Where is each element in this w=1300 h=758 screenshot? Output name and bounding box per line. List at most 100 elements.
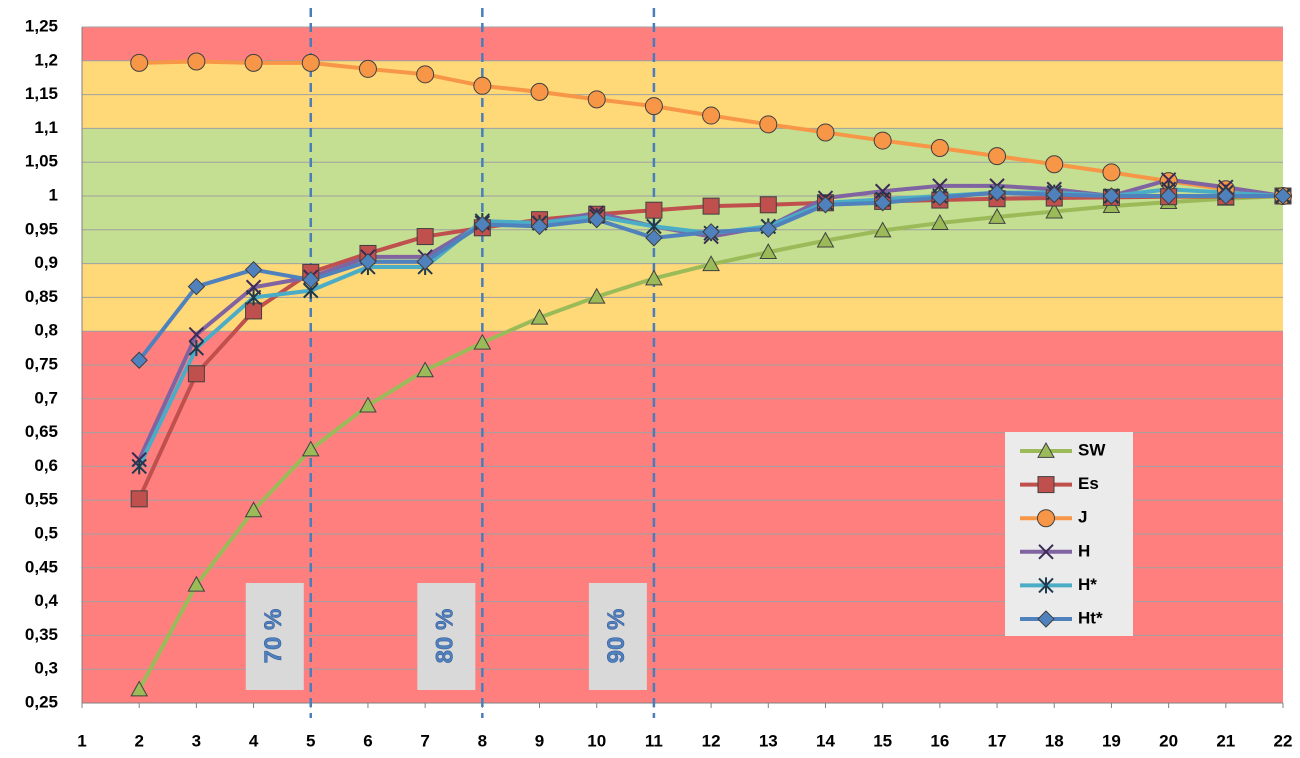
data-point [702, 255, 720, 272]
legend-marker [1037, 441, 1055, 458]
data-point [873, 194, 892, 212]
y-tick-label: 1,2 [34, 50, 58, 69]
y-tick-label: 0,35 [25, 625, 58, 644]
annotation-label: 80 % [432, 609, 459, 664]
data-point [1102, 163, 1121, 182]
x-tick-label: 16 [930, 731, 949, 750]
data-point [416, 252, 434, 271]
data-point [245, 289, 262, 306]
data-point [187, 365, 205, 383]
y-tick-label: 0,7 [34, 388, 58, 407]
legend-label: J [1078, 508, 1087, 527]
x-tick-label: 21 [1216, 731, 1235, 750]
x-tick-label: 9 [535, 731, 544, 750]
legend-label: H* [1078, 575, 1097, 594]
x-tick-label: 11 [645, 731, 663, 750]
data-point [530, 82, 549, 101]
data-point [359, 252, 377, 271]
data-point [1102, 187, 1121, 205]
x-tick-label: 13 [759, 731, 778, 750]
annotation-label: 70 % [260, 609, 287, 664]
x-tick-label: 3 [192, 731, 201, 750]
data-point [587, 287, 606, 304]
y-tick-label: 0,75 [25, 354, 58, 373]
data-point [930, 139, 949, 158]
data-point [416, 361, 434, 378]
data-point [244, 53, 263, 72]
x-tick-label: 22 [1274, 731, 1293, 750]
data-point [816, 196, 835, 214]
legend-marker [1038, 544, 1054, 560]
data-point [873, 131, 892, 150]
data-point [302, 271, 320, 289]
x-tick-label: 14 [816, 731, 835, 750]
data-point [187, 575, 206, 592]
data-point [530, 217, 549, 236]
data-point [931, 214, 949, 230]
y-tick-label: 0,55 [25, 490, 58, 509]
x-tick-label: 5 [306, 731, 315, 750]
x-tick-label: 10 [587, 731, 606, 750]
data-point [473, 215, 492, 234]
legend-label: Es [1078, 474, 1099, 493]
data-point [1045, 155, 1064, 174]
data-point [702, 197, 720, 215]
y-tick-label: 0,85 [25, 287, 58, 306]
data-point [473, 76, 492, 95]
data-point [988, 147, 1007, 166]
legend-marker [1038, 577, 1054, 594]
data-point [759, 196, 777, 214]
y-tick-label: 0,25 [25, 692, 58, 711]
background-band [82, 27, 1283, 61]
x-tick-label: 1 [77, 731, 86, 750]
legend-marker [1037, 476, 1055, 494]
data-point [1045, 185, 1063, 204]
x-tick-label: 20 [1159, 731, 1178, 750]
data-point [416, 65, 435, 84]
legend-label: Ht* [1078, 608, 1103, 627]
data-point [816, 231, 835, 248]
data-point [759, 115, 778, 134]
legend-marker [1037, 610, 1055, 628]
x-tick-label: 12 [702, 731, 721, 750]
y-tick-label: 0,45 [25, 557, 58, 576]
data-point [816, 123, 835, 142]
data-point [359, 396, 377, 413]
x-tick-label: 8 [478, 731, 487, 750]
y-tick-label: 1,15 [25, 84, 58, 103]
data-point [645, 269, 663, 286]
data-point [1274, 187, 1292, 205]
data-point [244, 501, 263, 518]
data-point [130, 490, 148, 508]
annotation-box [417, 583, 476, 690]
data-point [645, 201, 663, 219]
y-tick-label: 0,95 [25, 219, 58, 238]
data-point [530, 308, 549, 325]
data-point [759, 220, 777, 238]
data-point [873, 221, 892, 238]
data-point [130, 680, 149, 697]
data-point [473, 333, 492, 350]
data-point [301, 440, 320, 457]
y-tick-label: 0,65 [25, 422, 58, 441]
y-tick-label: 1,25 [25, 16, 58, 35]
data-point [187, 52, 206, 71]
data-point [759, 243, 778, 260]
data-point [188, 326, 205, 343]
data-point [931, 188, 949, 207]
y-tick-label: 1,1 [34, 118, 58, 137]
annotation-label: 90 % [603, 609, 630, 664]
data-point [130, 53, 149, 72]
annotation-box [245, 583, 304, 690]
data-point [130, 351, 148, 369]
data-point [588, 210, 606, 229]
x-tick-label: 18 [1045, 731, 1064, 750]
data-point [702, 223, 720, 241]
data-point [301, 53, 320, 72]
y-tick-label: 0,9 [34, 253, 58, 272]
data-point [644, 97, 663, 116]
x-tick-label: 15 [873, 731, 892, 750]
x-tick-label: 7 [420, 731, 429, 750]
data-point [1217, 187, 1235, 205]
